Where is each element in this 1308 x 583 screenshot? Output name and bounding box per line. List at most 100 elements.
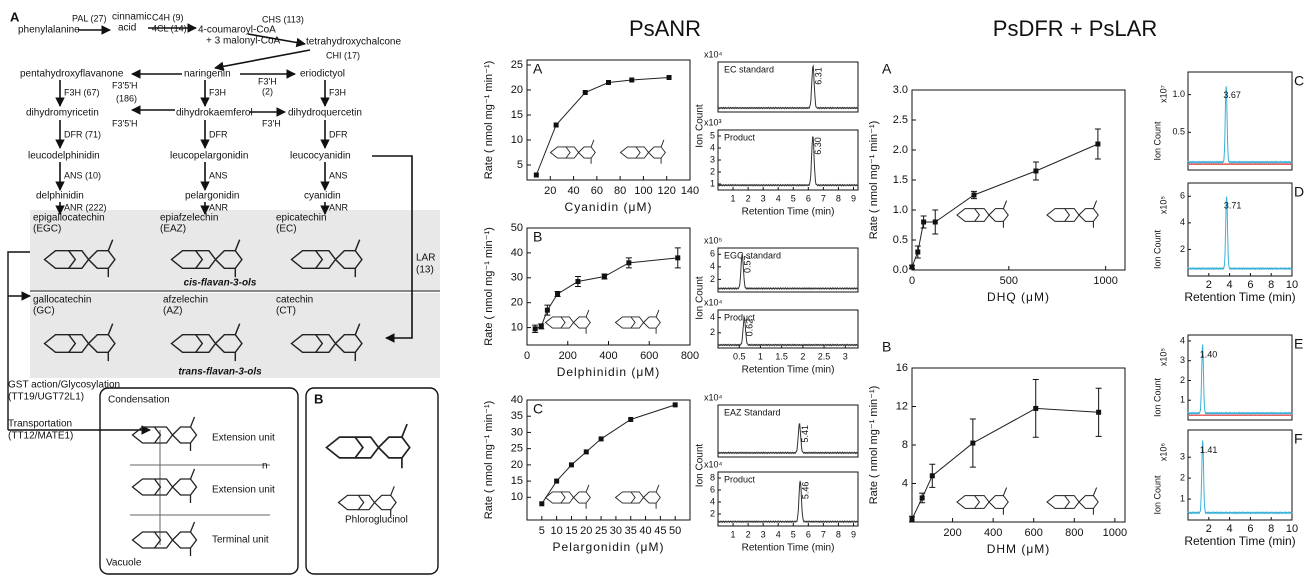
pathway-label: eriodictyol — [300, 69, 345, 80]
pathway-label: cinnamic — [112, 12, 151, 23]
y-axis-label: Rate ( nmol mg⁻¹ min⁻¹) — [483, 401, 495, 520]
plot-frame — [526, 59, 691, 181]
x-tick-label: 9 — [851, 193, 856, 203]
data-point — [606, 80, 611, 85]
scale-label: x10⁴ — [704, 392, 723, 402]
y-tick-label: 10 — [511, 321, 523, 333]
pathway-label: PAL (27) — [72, 13, 107, 23]
y-tick-label: 8 — [710, 472, 715, 482]
y-axis-label: Ion Count — [695, 276, 706, 320]
data-point — [970, 440, 976, 446]
scale-label: x10⁵ — [1158, 196, 1168, 215]
pathway-label: F3H — [329, 87, 346, 97]
x-tick-label: 1000 — [1103, 527, 1127, 539]
y-tick-label: 0.0 — [893, 264, 908, 276]
x-tick-label: 800 — [1065, 527, 1083, 539]
data-point — [1096, 409, 1102, 415]
x-tick-label: 6 — [1247, 523, 1253, 535]
chrom-frame — [717, 247, 859, 293]
y-tick-label: 3 — [1180, 452, 1185, 462]
fit-curve — [911, 407, 1099, 520]
peak-label: 3.71 — [1224, 201, 1242, 211]
y-tick-label: 5 — [710, 130, 715, 140]
vacuole-box — [99, 387, 299, 575]
y-tick-label: 2.0 — [893, 144, 908, 156]
x-tick-label: 200 — [559, 350, 577, 362]
chrom-frame — [1187, 334, 1293, 421]
pathway-label: F3'5'H — [112, 118, 137, 128]
data-point — [915, 249, 921, 255]
data-point — [675, 255, 681, 261]
x-tick-label: 5 — [791, 529, 796, 539]
scale-label: x10⁷ — [1158, 85, 1168, 103]
panel-letter: D — [1294, 184, 1304, 200]
x-axis-label: DHQ (μM) — [987, 290, 1050, 304]
x-tick-label: 140 — [681, 185, 699, 197]
scale-label: x10⁶ — [1158, 443, 1168, 462]
x-tick-label: 4 — [1227, 523, 1233, 535]
panel-letter: B — [882, 339, 891, 355]
y-axis-label: Rate ( nmol mg⁻¹ min⁻¹) — [868, 386, 880, 505]
y-tick-label: 4 — [710, 261, 715, 271]
pathway-label: gallocatechin — [33, 295, 91, 306]
pathway-label: tetrahydroxychalcone — [306, 37, 401, 48]
y-tick-label: 6 — [710, 249, 715, 259]
chrom-label: EGC standard — [724, 250, 781, 260]
panel-letter: B — [533, 229, 542, 245]
y-tick-label: 15 — [511, 475, 523, 487]
x-tick-label: 0 — [909, 275, 915, 287]
pathway-label: acid — [118, 23, 136, 34]
y-tick-label: 0.5 — [893, 234, 908, 246]
chrom-frame — [717, 471, 859, 527]
y-tick-label: 20 — [511, 84, 523, 96]
x-tick-label: 0 — [524, 350, 530, 362]
data-point — [582, 90, 588, 95]
plot-frame — [911, 89, 1126, 271]
y-tick-label: 2 — [1180, 473, 1185, 483]
x-tick-label: 3 — [761, 193, 766, 203]
pathway-label: GST action/Glycosylation — [8, 380, 120, 391]
pathway-label: Vacuole — [106, 558, 142, 569]
pathway-label: epiafzelechin — [160, 213, 218, 224]
x-tick-label: 1 — [758, 351, 763, 361]
peak-label: 0.62 — [745, 319, 755, 337]
peak-label: 1.40 — [1200, 349, 1218, 359]
x-tick-label: 2 — [1206, 279, 1212, 291]
pathway-label: epicatechin — [276, 213, 327, 224]
data-point — [553, 122, 559, 128]
x-tick-label: 400 — [599, 350, 617, 362]
chrom-trace — [1187, 196, 1293, 271]
y-tick-label: 2 — [710, 166, 715, 176]
x-tick-label: 4 — [776, 529, 781, 539]
pathway-label: pelargonidin — [185, 191, 240, 202]
data-point — [628, 416, 634, 422]
peak-label: 5.41 — [800, 425, 810, 443]
y-axis-label: Rate ( nmol mg⁻¹ min⁻¹) — [868, 121, 880, 240]
scale-label: x10⁴ — [704, 297, 723, 307]
pathway-label: leucodelphinidin — [28, 151, 100, 162]
chrom-frame — [1187, 429, 1293, 521]
y-tick-label: 1.0 — [1172, 89, 1185, 99]
y-tick-label: 0.5 — [1172, 127, 1185, 137]
x-tick-label: 5 — [539, 525, 545, 537]
data-point — [629, 77, 635, 83]
x-tick-label: 8 — [836, 193, 841, 203]
data-point — [932, 219, 938, 225]
data-point — [971, 192, 977, 198]
y-tick-label: 2 — [710, 508, 715, 518]
y-tick-label: 2 — [1180, 244, 1185, 254]
plot-frame — [526, 399, 691, 521]
y-tick-label: 1 — [1180, 395, 1185, 405]
pathway-label: Transportation — [8, 419, 72, 430]
y-tick-label: 40 — [511, 394, 523, 406]
data-point — [626, 260, 632, 266]
peak-label: 0.57 — [743, 256, 753, 274]
data-point — [666, 75, 672, 80]
y-axis-label: Rate ( nmol mg⁻¹ min⁻¹) — [483, 61, 495, 180]
x-axis-label: Cyanidin (μM) — [565, 200, 653, 214]
y-tick-label: 4 — [902, 477, 908, 489]
y-tick-label: 3 — [1180, 355, 1185, 365]
scale-label: x10⁴ — [704, 459, 723, 469]
y-tick-label: 30 — [511, 426, 523, 438]
data-point — [533, 172, 539, 178]
